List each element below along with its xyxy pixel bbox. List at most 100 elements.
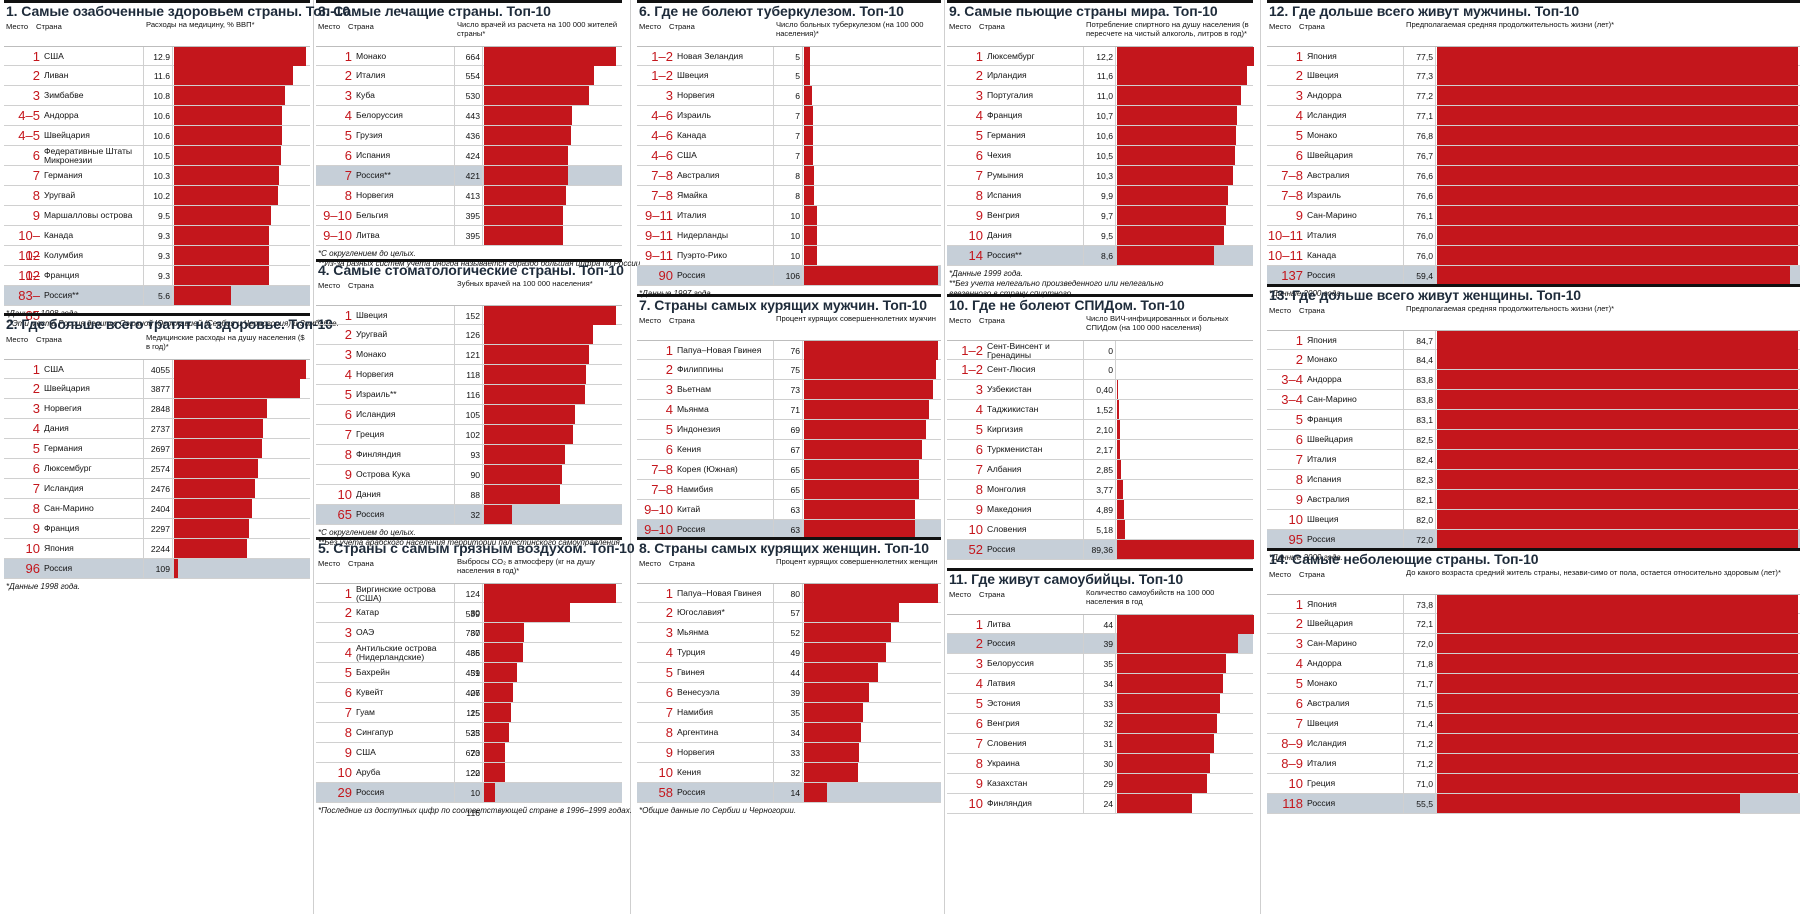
table-row: 1 Япония 84,7 bbox=[1267, 330, 1800, 350]
value-bar bbox=[1117, 500, 1124, 519]
cell-divider bbox=[1435, 490, 1436, 509]
value-bar bbox=[1117, 520, 1125, 539]
header-rank: Место bbox=[318, 281, 341, 290]
value-cell: 71,2 bbox=[1416, 739, 1433, 749]
cell-divider bbox=[802, 146, 803, 165]
panel-top-rule bbox=[947, 568, 1253, 571]
table-row: 1 Монако 664 bbox=[316, 46, 622, 66]
cell-divider bbox=[1435, 246, 1436, 265]
cell-divider bbox=[1403, 634, 1404, 653]
cell-divider bbox=[143, 499, 144, 518]
table-row: 2 Италия 554 bbox=[316, 66, 622, 86]
value-cell: 105 bbox=[465, 410, 480, 420]
country-name: США bbox=[44, 51, 64, 61]
cell-divider bbox=[1435, 66, 1436, 85]
value-bar bbox=[1437, 410, 1798, 429]
cell-divider bbox=[802, 126, 803, 145]
rank-number: 8 bbox=[665, 725, 673, 740]
country-name: Сингапур bbox=[356, 727, 394, 737]
cell-divider bbox=[172, 226, 173, 245]
panel-title: 7. Страны самых курящих мужчин. Топ-10 bbox=[639, 297, 927, 313]
value-bar bbox=[1437, 450, 1798, 469]
table-row: 5 Индонезия 69 bbox=[637, 420, 941, 440]
cell-divider bbox=[1083, 774, 1084, 793]
value-cell: 39 bbox=[1103, 639, 1113, 649]
value-bar bbox=[484, 703, 511, 722]
cell-divider bbox=[1403, 106, 1404, 125]
value-cell: 84,4 bbox=[1416, 355, 1433, 365]
cell-divider bbox=[143, 66, 144, 85]
rank-number: 10–11 bbox=[1267, 248, 1303, 263]
rank-number: 4 bbox=[975, 402, 983, 417]
cell-divider bbox=[1435, 166, 1436, 185]
cell-divider bbox=[1403, 510, 1404, 529]
cell-divider bbox=[1115, 106, 1116, 125]
table-row: 9 Македония 4,89 bbox=[947, 500, 1253, 520]
cell-divider bbox=[482, 146, 483, 165]
value-cell: 25 535 bbox=[465, 708, 480, 738]
value-bar bbox=[484, 425, 573, 444]
country-name: Белоруссия bbox=[987, 658, 1034, 668]
header-rank: Место bbox=[1269, 22, 1292, 31]
country-name: Норвегия bbox=[44, 403, 82, 413]
country-name: Ливан bbox=[44, 70, 69, 80]
value-cell: 109 bbox=[155, 564, 170, 574]
value-cell: 0,40 bbox=[1096, 385, 1113, 395]
rank-number: 5 bbox=[344, 387, 352, 402]
value-cell: 72,1 bbox=[1416, 619, 1433, 629]
cell-divider bbox=[143, 266, 144, 285]
cell-divider bbox=[1115, 774, 1116, 793]
value-bar bbox=[804, 643, 886, 662]
cell-divider bbox=[172, 479, 173, 498]
cell-divider bbox=[1435, 206, 1436, 225]
value-cell: 443 bbox=[465, 111, 480, 121]
panel-footnotes: *С округлением до целых. **Из-за разных с… bbox=[316, 246, 642, 269]
table-row: 7–8 Корея (Южная) 65 bbox=[637, 460, 941, 480]
cell-divider bbox=[802, 341, 803, 360]
value-cell: 82,1 bbox=[1416, 495, 1433, 505]
rank-number: 3 bbox=[32, 88, 40, 103]
value-bar bbox=[804, 460, 919, 479]
value-bar bbox=[174, 246, 269, 265]
value-bar bbox=[804, 420, 926, 439]
table-row: 10 Дания 9,5 bbox=[947, 226, 1253, 246]
cell-divider bbox=[143, 246, 144, 265]
panel-top-rule bbox=[637, 537, 941, 540]
header-rank: Место bbox=[639, 316, 662, 325]
value-cell: 35 bbox=[1103, 659, 1113, 669]
value-bar bbox=[1117, 146, 1235, 165]
country-name: Намибия bbox=[677, 707, 714, 717]
cell-divider bbox=[1115, 714, 1116, 733]
cell-divider bbox=[1435, 106, 1436, 125]
cell-divider bbox=[1115, 480, 1116, 499]
table-row: 4–6 Канада 7 bbox=[637, 126, 941, 146]
rank-number: 4 bbox=[665, 402, 673, 417]
table-row-russia: 2 Россия 39 bbox=[947, 634, 1253, 654]
table-row: 1 США 12.9 bbox=[4, 46, 310, 66]
cell-divider bbox=[454, 643, 455, 662]
table-row: 7 Албания 2,85 bbox=[947, 460, 1253, 480]
country-name: Россия bbox=[356, 509, 385, 519]
value-cell: 24 bbox=[1103, 799, 1113, 809]
table-row: 6 Венгрия 32 bbox=[947, 714, 1253, 734]
country-name: Чехия bbox=[987, 150, 1012, 160]
cell-divider bbox=[482, 663, 483, 682]
value-cell: 10,5 bbox=[1096, 151, 1113, 161]
cell-divider bbox=[482, 763, 483, 782]
table-row-russia: 83–85 Россия** 5.6 bbox=[4, 286, 310, 323]
rank-number: 10 bbox=[1288, 512, 1303, 527]
cell-divider bbox=[143, 206, 144, 225]
value-bar bbox=[484, 603, 570, 622]
value-cell: 82,3 bbox=[1416, 475, 1433, 485]
header-country: Страна bbox=[669, 22, 695, 31]
cell-divider bbox=[172, 439, 173, 458]
value-bar bbox=[804, 47, 810, 66]
panel-title: 4. Самые стоматологические страны. Топ-1… bbox=[318, 262, 624, 278]
cell-divider bbox=[1115, 754, 1116, 773]
rank-number: 3 bbox=[975, 88, 983, 103]
cell-divider bbox=[1435, 86, 1436, 105]
rank-number: 5 bbox=[1295, 676, 1303, 691]
panel-title: 6. Где не болеют туберкулезом. Топ-10 bbox=[639, 3, 904, 19]
value-bar bbox=[174, 519, 249, 538]
table-row: 10–11 Канада 76,0 bbox=[1267, 246, 1800, 266]
